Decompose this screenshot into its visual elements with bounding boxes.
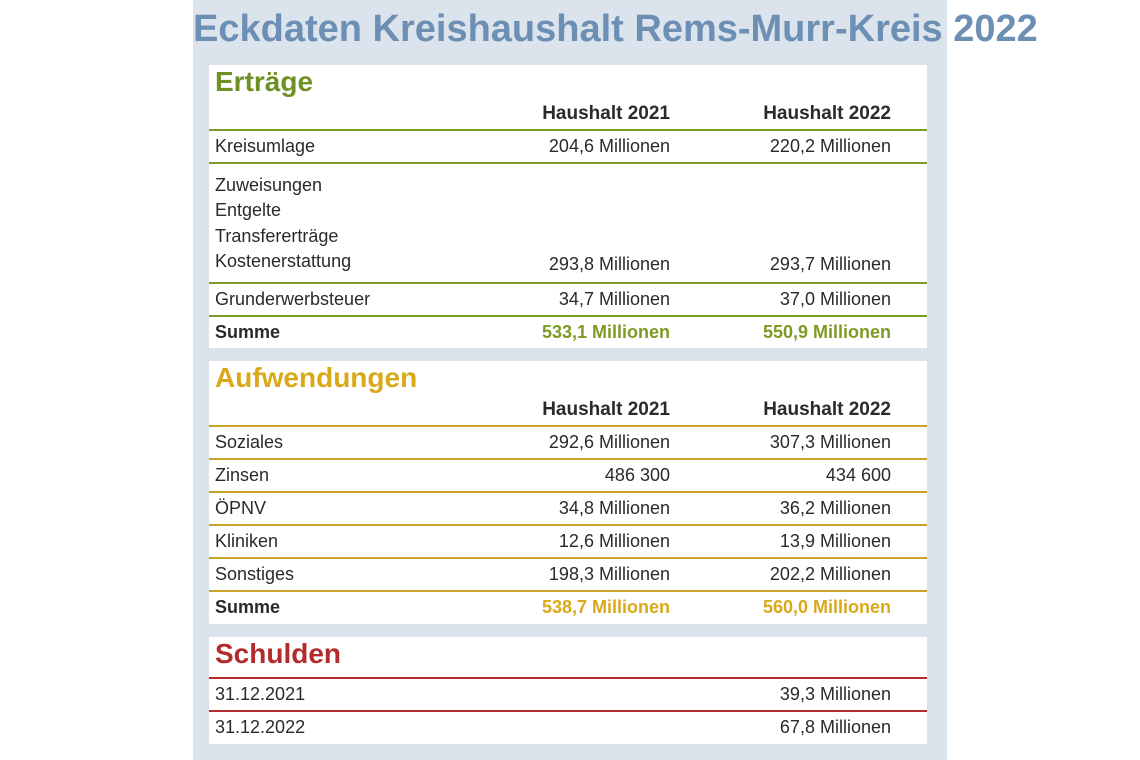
ertraege-panel: Erträge Haushalt 2021 Haushalt 2022 Krei… (209, 65, 927, 348)
divider (209, 458, 927, 460)
value-2022: 220,2 Millionen (769, 136, 891, 156)
sum-2021: 538,7 Millionen (541, 597, 670, 617)
row-label-grunderwerbsteuer: Grunderwerbsteuer (215, 289, 371, 309)
aufwendungen-col-2021: Haushalt 2021 (542, 399, 670, 420)
sum-label: Summe (215, 322, 281, 342)
value-2021: 12,6 Millionen (558, 531, 670, 551)
row-label-oepnv: ÖPNV (215, 498, 267, 518)
value-2021: 34,8 Millionen (558, 498, 670, 518)
value-2022: 293,7 Millionen (769, 254, 891, 274)
value-2021: 34,7 Millionen (558, 289, 670, 309)
divider (209, 677, 927, 679)
aufwendungen-heading: Aufwendungen (215, 362, 418, 393)
row-label-kliniken: Kliniken (215, 531, 279, 551)
divider (209, 162, 927, 164)
row-label-zinsen: Zinsen (215, 465, 270, 485)
value-2022: 434 600 (825, 465, 891, 485)
divider (209, 710, 927, 712)
row-label-kostenerstattung: Kostenerstattung (215, 251, 352, 271)
divider (209, 557, 927, 559)
row-label-sonstiges: Sonstiges (215, 564, 295, 584)
debt-value: 67,8 Millionen (779, 717, 891, 737)
page-title: Eckdaten Kreishaushalt Rems-Murr-Kreis 2… (193, 8, 1038, 50)
divider (209, 524, 927, 526)
row-label-date: 31.12.2022 (215, 717, 306, 737)
value-2022: 307,3 Millionen (769, 432, 891, 452)
row-label-entgelte: Entgelte (215, 200, 282, 220)
value-2022: 36,2 Millionen (779, 498, 891, 518)
debt-value: 39,3 Millionen (779, 684, 891, 704)
value-2021: 293,8 Millionen (548, 254, 670, 274)
aufwendungen-panel: Aufwendungen Haushalt 2021 Haushalt 2022… (209, 361, 927, 624)
row-label-date: 31.12.2021 (215, 684, 306, 704)
divider (209, 129, 927, 131)
aufwendungen-col-2022: Haushalt 2022 (763, 399, 891, 420)
divider (209, 425, 927, 427)
sum-label: Summe (215, 597, 281, 617)
value-2021: 198,3 Millionen (548, 564, 670, 584)
schulden-heading: Schulden (215, 638, 342, 669)
infobox: Eckdaten Kreishaushalt Rems-Murr-Kreis 2… (193, 0, 1038, 760)
divider (209, 282, 927, 284)
value-2022: 202,2 Millionen (769, 564, 891, 584)
row-label-transferertraege: Transfererträge (215, 226, 339, 246)
ertraege-col-2021: Haushalt 2021 (542, 103, 670, 124)
value-2022: 37,0 Millionen (779, 289, 891, 309)
divider (209, 491, 927, 493)
sum-2022: 550,9 Millionen (762, 322, 891, 342)
sum-2022: 560,0 Millionen (762, 597, 891, 617)
value-2021: 204,6 Millionen (548, 136, 670, 156)
schulden-panel: Schulden 31.12.2021 39,3 Millionen 31.12… (209, 637, 927, 744)
value-2022: 13,9 Millionen (779, 531, 891, 551)
value-2021: 486 300 (604, 465, 670, 485)
divider (209, 315, 927, 317)
sum-2021: 533,1 Millionen (541, 322, 670, 342)
row-label-soziales: Soziales (215, 432, 284, 452)
divider (209, 590, 927, 592)
ertraege-heading: Erträge (215, 66, 314, 97)
row-label-zuweisungen: Zuweisungen (215, 175, 323, 195)
ertraege-col-2022: Haushalt 2022 (763, 103, 891, 124)
value-2021: 292,6 Millionen (548, 432, 670, 452)
row-label-kreisumlage: Kreisumlage (215, 136, 316, 156)
